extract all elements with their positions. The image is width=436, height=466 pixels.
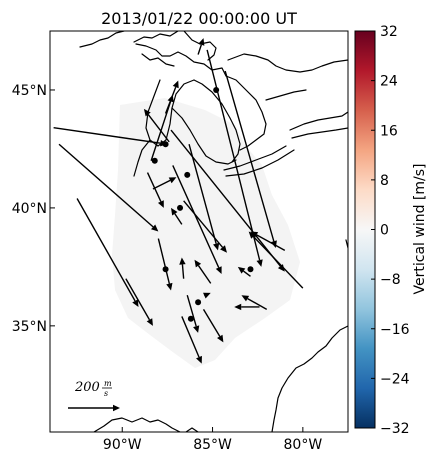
chart-title: 2013/01/22 00:00:00 UT [101, 9, 297, 28]
colorbar-tick-label: 32 [380, 24, 398, 40]
station-site-marker [163, 266, 169, 272]
colorbar-tick-label: 16 [380, 123, 398, 139]
y-tick-label: 35°N [12, 319, 47, 335]
colorbar-tick-label: −16 [380, 322, 410, 338]
station-site-marker [188, 316, 194, 322]
station-site-marker [163, 141, 169, 147]
colorbar-label: Vertical wind [m/s] [412, 164, 428, 295]
colorbar-tick-label: 24 [380, 74, 398, 90]
scale-key-label: 200 [74, 380, 100, 395]
colorbar-tick-label: −8 [380, 272, 401, 288]
colorbar-tick-label: −32 [380, 421, 410, 437]
x-tick-label: 90°W [103, 437, 142, 453]
map-area: 90°W 85°W 80°W 35°N 40°N 45°N 200 m s [12, 31, 348, 453]
scale-key-unit-denominator: s [104, 389, 108, 398]
station-site-marker [195, 299, 201, 305]
x-tick-label: 85°W [193, 437, 232, 453]
scale-key-unit-numerator: m [104, 379, 112, 388]
colorbar-tick-label: 0 [380, 223, 389, 239]
station-site-marker [247, 266, 253, 272]
y-axis-ticks: 35°N 40°N 45°N [12, 83, 55, 335]
station-site-marker [213, 87, 219, 93]
colorbar-tick-label: −24 [380, 371, 410, 387]
station-site-marker [152, 158, 158, 164]
colorbar-ticks: 32 24 16 8 0 −8 −16 −24 −32 [371, 24, 410, 437]
colorbar-tick-label: 8 [380, 173, 389, 189]
station-site-marker [184, 172, 190, 178]
y-tick-label: 45°N [12, 83, 47, 99]
station-site-marker [177, 205, 183, 211]
colorbar: 32 24 16 8 0 −8 −16 −24 −32 Vertical wind [m/s] [355, 24, 428, 437]
x-tick-label: 80°W [284, 437, 323, 453]
y-tick-label: 40°N [12, 201, 47, 217]
